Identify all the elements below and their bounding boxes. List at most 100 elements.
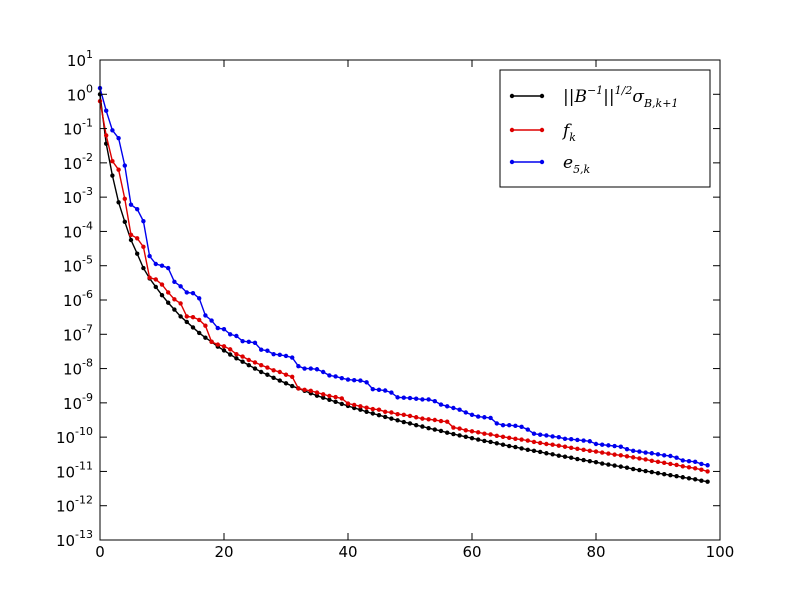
- legend-marker-fk: [509, 127, 515, 133]
- data-point-1-79: [587, 448, 592, 454]
- data-point-0-86: [631, 466, 636, 472]
- data-point-0-7: [141, 265, 146, 271]
- data-point-2-72: [544, 433, 549, 438]
- data-point-2-44: [370, 386, 375, 392]
- data-point-2-6: [135, 206, 140, 212]
- data-point-2-83: [612, 443, 617, 449]
- data-point-0-73: [550, 452, 555, 457]
- data-point-2-90: [655, 452, 661, 457]
- data-point-0-59: [463, 434, 468, 439]
- legend-marker-sigma: [509, 93, 515, 99]
- data-point-0-50: [407, 421, 413, 426]
- data-point-1-15: [190, 314, 196, 320]
- data-point-0-39: [339, 401, 344, 407]
- data-point-1-64: [494, 433, 499, 438]
- data-point-2-40: [345, 377, 351, 382]
- data-point-1-87: [637, 456, 642, 461]
- x-tick-label: 20: [214, 543, 233, 561]
- data-point-2-95: [686, 458, 692, 464]
- data-point-0-14: [184, 319, 189, 325]
- y-tick-label: 10-6: [63, 288, 93, 310]
- data-point-1-13: [178, 301, 183, 306]
- data-point-0-11: [166, 300, 171, 305]
- data-point-2-69: [525, 427, 530, 432]
- data-point-2-88: [643, 450, 648, 455]
- data-point-0-93: [674, 474, 679, 479]
- data-point-1-90: [655, 459, 661, 465]
- data-point-1-54: [432, 417, 437, 423]
- x-tick-label: 80: [586, 543, 605, 561]
- y-tick-label: 10-3: [63, 185, 93, 207]
- data-point-2-49: [401, 395, 406, 400]
- data-point-2-94: [680, 458, 685, 463]
- data-point-0-76: [569, 455, 574, 460]
- data-point-2-86: [631, 448, 636, 454]
- data-point-2-50: [407, 395, 413, 401]
- data-point-2-57: [451, 405, 456, 411]
- data-point-1-56: [445, 419, 450, 424]
- legend-marker-sigma: [539, 93, 545, 99]
- data-point-0-68: [519, 446, 524, 451]
- data-point-0-44: [370, 411, 375, 416]
- data-point-2-38: [333, 374, 338, 379]
- y-tick-label: 101: [67, 48, 93, 70]
- data-point-1-35: [314, 390, 320, 395]
- data-point-2-11: [166, 265, 171, 271]
- data-point-2-85: [624, 446, 630, 452]
- data-point-1-77: [575, 446, 580, 451]
- data-point-0-37: [327, 397, 332, 402]
- data-point-0-31: [290, 383, 295, 389]
- data-point-2-16: [197, 296, 202, 301]
- data-point-1-36: [321, 392, 326, 397]
- data-point-1-65: [500, 434, 506, 439]
- data-point-1-66: [507, 435, 512, 441]
- data-point-1-5: [128, 232, 134, 238]
- data-point-2-34: [308, 366, 313, 371]
- y-tick-label: 10-11: [56, 459, 93, 481]
- data-point-0-38: [333, 399, 338, 405]
- data-point-0-30: [283, 381, 289, 386]
- data-point-1-95: [686, 465, 692, 470]
- data-point-2-8: [147, 253, 152, 259]
- y-tick-label: 10-8: [63, 357, 93, 379]
- data-point-1-61: [476, 430, 481, 435]
- y-tick-label: 10-4: [63, 219, 93, 241]
- data-point-1-40: [345, 401, 351, 406]
- data-point-0-84: [618, 464, 623, 469]
- data-point-1-83: [612, 452, 617, 457]
- data-point-1-22: [234, 351, 239, 357]
- data-point-2-84: [618, 444, 623, 449]
- data-point-2-35: [314, 367, 320, 372]
- data-point-0-23: [240, 359, 245, 364]
- data-point-2-62: [482, 415, 487, 420]
- data-point-1-42: [358, 404, 363, 409]
- data-point-1-75: [562, 444, 568, 449]
- data-point-1-38: [333, 394, 338, 400]
- data-point-1-91: [662, 460, 667, 466]
- data-point-1-86: [631, 455, 636, 460]
- data-point-2-12: [172, 279, 177, 285]
- data-point-2-20: [221, 326, 227, 332]
- data-point-1-55: [438, 418, 444, 424]
- data-point-1-82: [606, 451, 611, 456]
- data-point-1-58: [457, 426, 462, 431]
- data-point-2-96: [693, 459, 698, 465]
- data-point-1-29: [277, 369, 282, 375]
- data-point-2-67: [513, 423, 518, 429]
- data-point-0-74: [556, 453, 561, 458]
- data-point-0-78: [581, 457, 586, 463]
- data-point-2-89: [649, 451, 654, 456]
- data-point-1-16: [197, 317, 202, 323]
- data-point-1-81: [600, 450, 605, 455]
- data-point-2-91: [662, 453, 667, 458]
- data-point-2-36: [321, 369, 326, 375]
- data-point-1-2: [110, 158, 115, 164]
- data-point-1-45: [376, 407, 382, 412]
- data-point-1-14: [184, 314, 189, 319]
- data-point-1-52: [420, 416, 425, 421]
- data-point-2-48: [395, 395, 400, 400]
- data-point-2-77: [575, 437, 580, 443]
- data-point-1-8: [147, 275, 152, 280]
- data-point-1-57: [451, 425, 456, 430]
- data-point-0-91: [662, 471, 667, 477]
